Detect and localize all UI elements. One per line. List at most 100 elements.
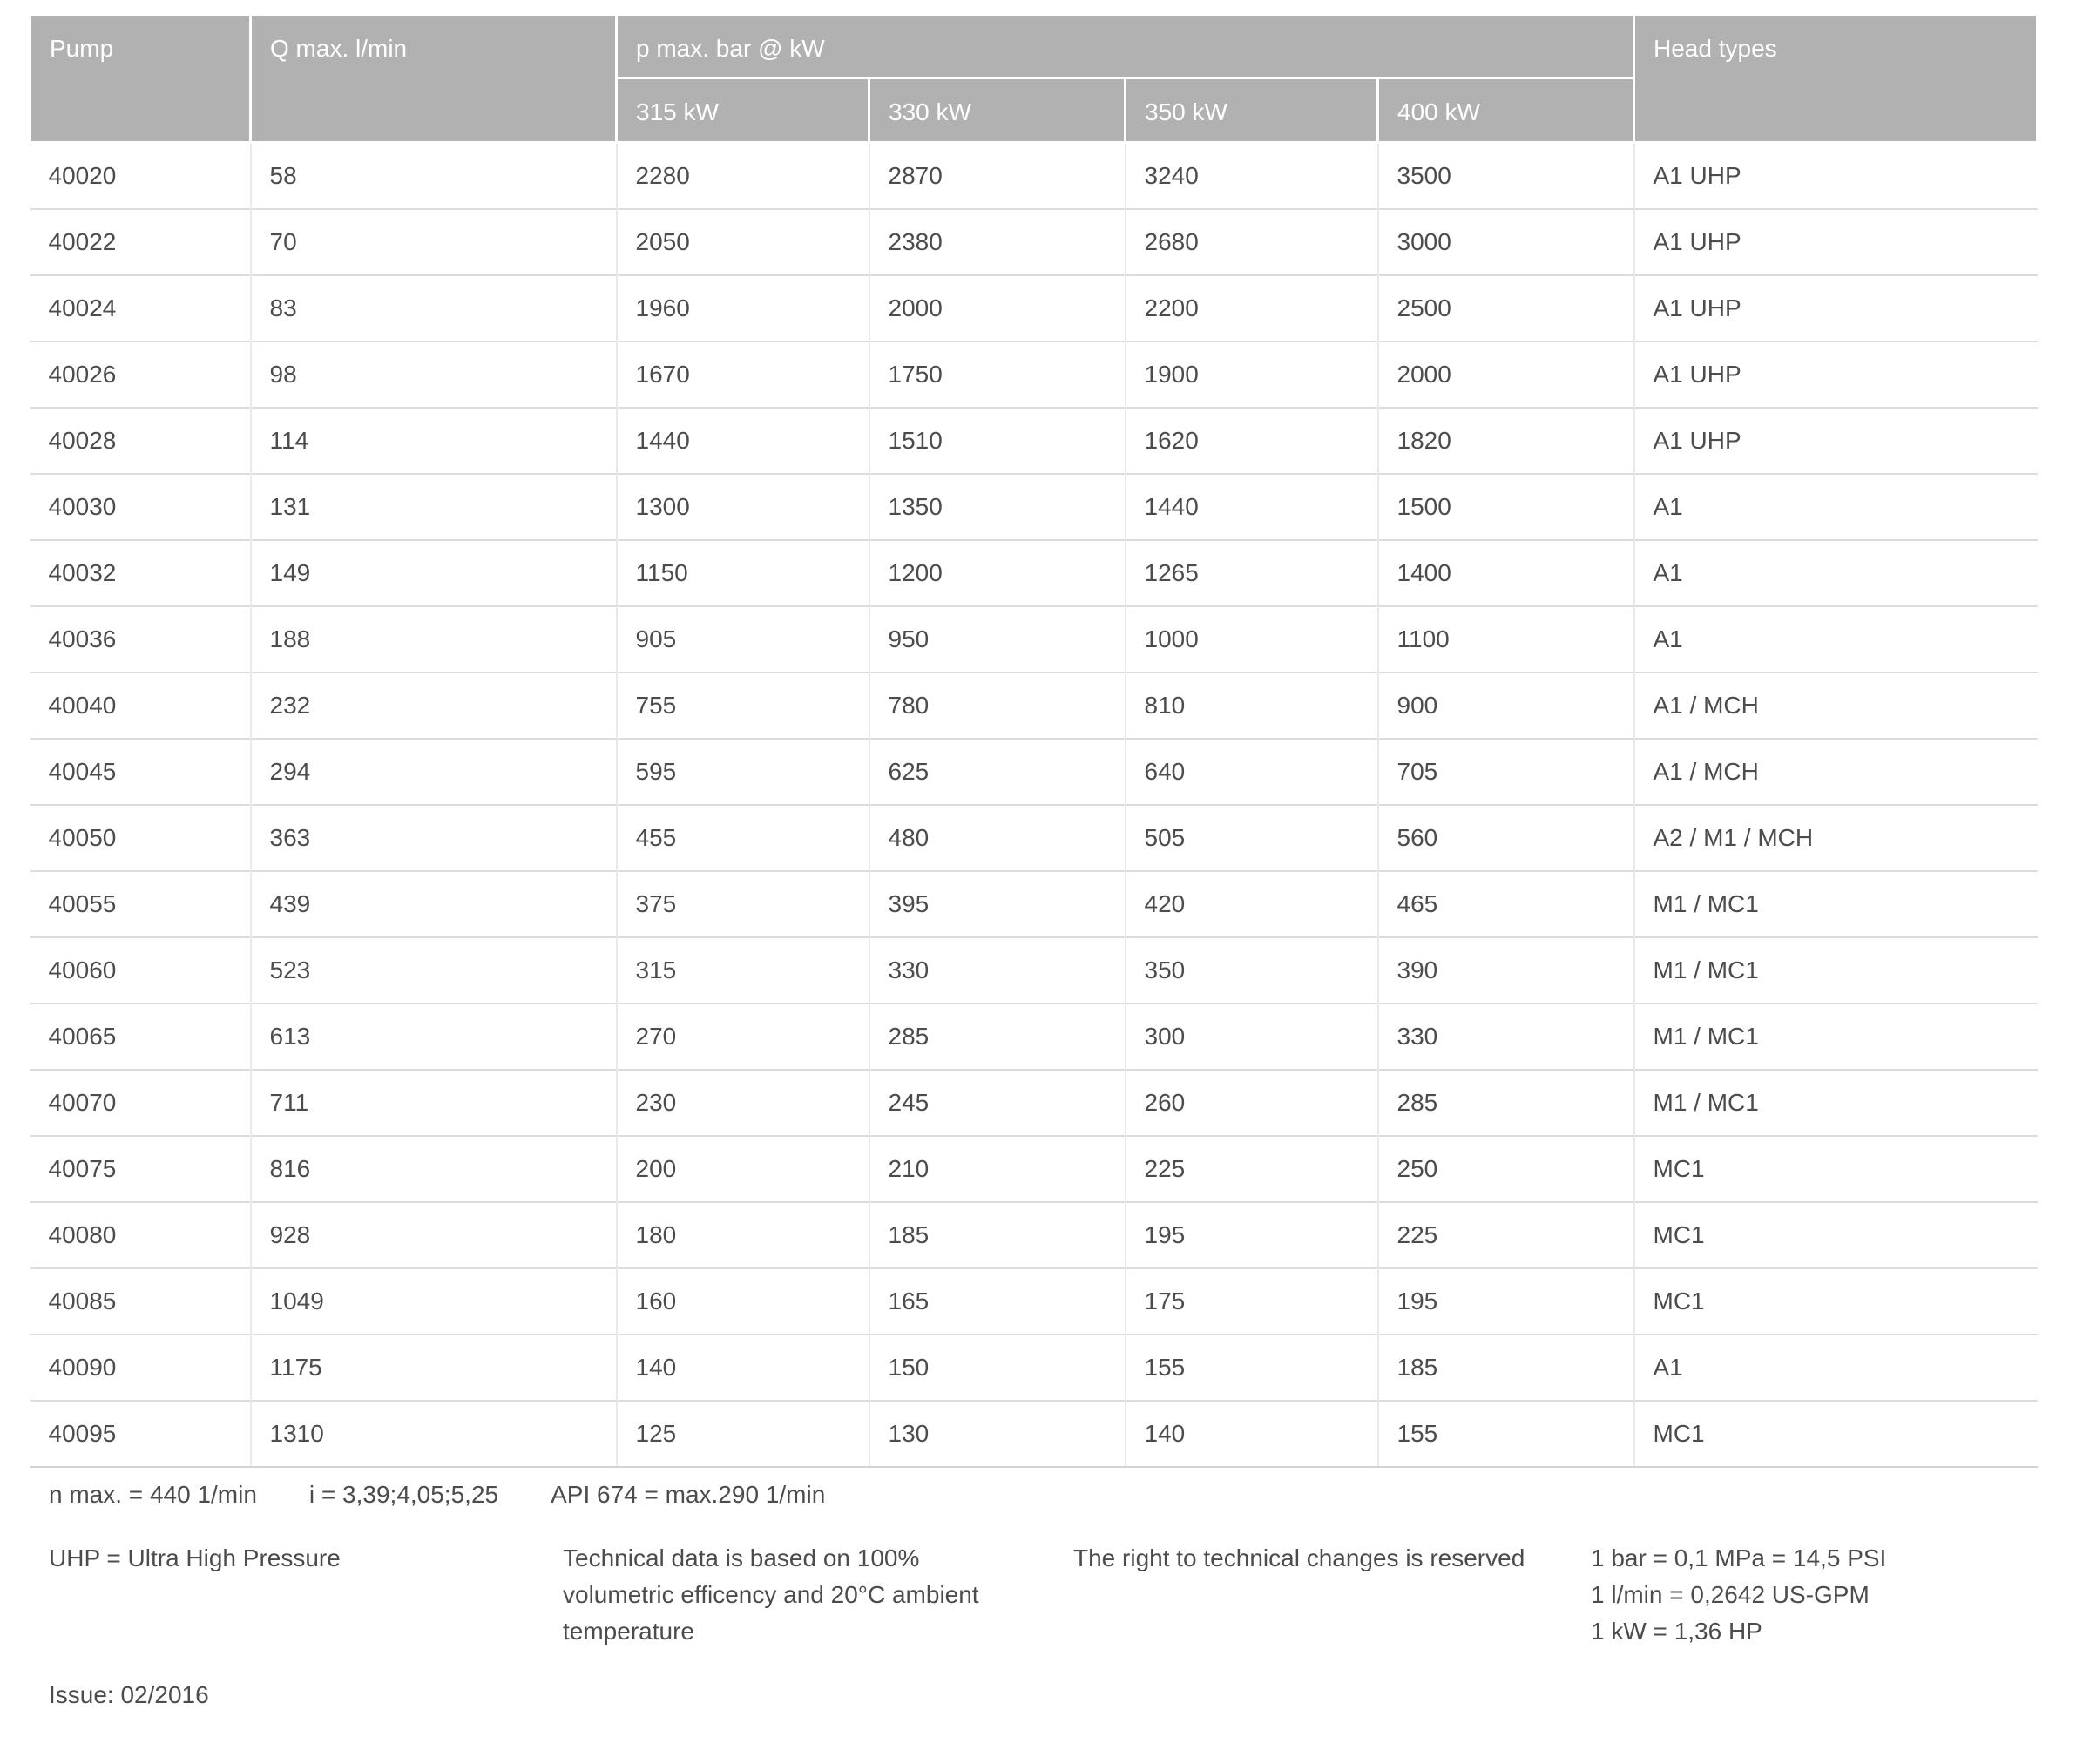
cell-p_400: 1500 <box>1377 472 1635 540</box>
cell-p_330: 285 <box>869 1002 1126 1070</box>
table-row: 40055 439 375 395 420 465 M1 / MC1 <box>30 869 2038 937</box>
cell-p_400: 1820 <box>1377 406 1635 474</box>
cell-pump: 40032 <box>30 538 252 606</box>
cell-q_max: 98 <box>250 340 618 408</box>
cell-p_400: 155 <box>1377 1399 1635 1468</box>
table-row: 40080 928 180 185 195 225 MC1 <box>30 1200 2038 1268</box>
cell-pump: 40080 <box>30 1200 252 1268</box>
cell-head_types: A1 <box>1633 472 2038 540</box>
table-row: 40030 131 1300 1350 1440 1500 A1 <box>30 472 2038 540</box>
cell-q_max: 70 <box>250 207 618 275</box>
cell-p_315: 905 <box>616 605 870 672</box>
cell-p_315: 1300 <box>616 472 870 540</box>
cell-p_330: 150 <box>869 1333 1126 1401</box>
cell-head_types: M1 / MC1 <box>1633 1002 2038 1070</box>
header-kw-350: 350 kW <box>1124 77 1379 144</box>
cell-pump: 40036 <box>30 605 252 672</box>
issue-label: Issue: 02/2016 <box>49 1681 209 1708</box>
header-kw-400: 400 kW <box>1376 77 1635 144</box>
table-header: Pump Q max. l/min p max. bar @ kW Head t… <box>29 13 2039 144</box>
cell-pump: 40030 <box>30 472 252 540</box>
table-row: 40070 711 230 245 260 285 M1 / MC1 <box>30 1068 2038 1136</box>
cell-p_330: 625 <box>869 737 1126 805</box>
pump-specs-table: Pump Q max. l/min p max. bar @ kW Head t… <box>29 13 2039 1468</box>
cell-head_types: M1 / MC1 <box>1633 936 2038 1004</box>
cell-pump: 40075 <box>30 1134 252 1202</box>
cell-p_315: 1150 <box>616 538 870 606</box>
cell-p_350: 140 <box>1125 1399 1379 1468</box>
cell-head_types: MC1 <box>1633 1267 2038 1335</box>
header-kw-315: 315 kW <box>615 77 870 144</box>
cell-head_types: M1 / MC1 <box>1633 869 2038 937</box>
cell-p_400: 465 <box>1377 869 1635 937</box>
cell-pump: 40070 <box>30 1068 252 1136</box>
cell-q_max: 439 <box>250 869 618 937</box>
conversion-kw: 1 kW = 1,36 HP <box>1591 1618 1762 1645</box>
cell-q_max: 711 <box>250 1068 618 1136</box>
cell-pump: 40022 <box>30 207 252 275</box>
cell-head_types: A1 <box>1633 605 2038 672</box>
header-pmax-group: p max. bar @ kW <box>615 13 1635 79</box>
cell-q_max: 1049 <box>250 1267 618 1335</box>
table-row: 40045 294 595 625 640 705 A1 / MCH <box>30 737 2038 805</box>
cell-p_330: 330 <box>869 936 1126 1004</box>
cell-p_315: 1440 <box>616 406 870 474</box>
cell-q_max: 114 <box>250 406 618 474</box>
cell-q_max: 294 <box>250 737 618 805</box>
cell-q_max: 1310 <box>250 1399 618 1468</box>
cell-head_types: A1 UHP <box>1633 340 2038 408</box>
legend-rights-reserved: The right to technical changes is reserv… <box>1073 1544 1525 1571</box>
cell-p_315: 160 <box>616 1267 870 1335</box>
cell-p_315: 455 <box>616 803 870 871</box>
table-row: 40050 363 455 480 505 560 A2 / M1 / MCH <box>30 803 2038 871</box>
cell-p_330: 780 <box>869 671 1126 739</box>
header-row-kw: 315 kW 330 kW 350 kW 400 kW <box>30 77 2038 144</box>
cell-p_400: 1100 <box>1377 605 1635 672</box>
cell-p_315: 125 <box>616 1399 870 1468</box>
table-row: 40036 188 905 950 1000 1100 A1 <box>30 605 2038 672</box>
cell-p_400: 2000 <box>1377 340 1635 408</box>
cell-p_315: 315 <box>616 936 870 1004</box>
cell-pump: 40090 <box>30 1333 252 1401</box>
header-pump: Pump <box>29 13 252 144</box>
cell-head_types: A1 <box>1633 1333 2038 1401</box>
cell-head_types: MC1 <box>1633 1134 2038 1202</box>
cell-pump: 40045 <box>30 737 252 805</box>
cell-p_400: 285 <box>1377 1068 1635 1136</box>
cell-p_350: 350 <box>1125 936 1379 1004</box>
cell-q_max: 188 <box>250 605 618 672</box>
table-row: 40065 613 270 285 300 330 M1 / MC1 <box>30 1002 2038 1070</box>
cell-pump: 40026 <box>30 340 252 408</box>
cell-p_315: 180 <box>616 1200 870 1268</box>
cell-pump: 40050 <box>30 803 252 871</box>
table-row: 40026 98 1670 1750 1900 2000 A1 UHP <box>30 340 2038 408</box>
table-row: 40095 1310 125 130 140 155 MC1 <box>30 1399 2038 1468</box>
conversion-lmin: 1 l/min = 0,2642 US-GPM <box>1591 1581 1870 1608</box>
cell-q_max: 232 <box>250 671 618 739</box>
cell-p_315: 230 <box>616 1068 870 1136</box>
cell-pump: 40065 <box>30 1002 252 1070</box>
note-gear-ratios: i = 3,39;4,05;5,25 <box>308 1481 499 1508</box>
cell-head_types: A2 / M1 / MCH <box>1633 803 2038 871</box>
cell-pump: 40028 <box>30 406 252 474</box>
cell-p_400: 250 <box>1377 1134 1635 1202</box>
legend-uhp: UHP = Ultra High Pressure <box>49 1544 341 1571</box>
cell-q_max: 523 <box>250 936 618 1004</box>
cell-p_315: 2050 <box>616 207 870 275</box>
legend-technical-line-2: volumetric efficency and 20°C ambient <box>563 1581 979 1608</box>
cell-q_max: 1175 <box>250 1333 618 1401</box>
cell-p_400: 705 <box>1377 737 1635 805</box>
cell-p_330: 185 <box>869 1200 1126 1268</box>
cell-pump: 40040 <box>30 671 252 739</box>
cell-p_350: 175 <box>1125 1267 1379 1335</box>
legend-unit-conversions: 1 bar = 0,1 MPa = 14,5 PSI 1 l/min = 0,2… <box>1591 1540 1886 1650</box>
cell-p_400: 185 <box>1377 1333 1635 1401</box>
cell-p_315: 270 <box>616 1002 870 1070</box>
header-kw-330: 330 kW <box>868 77 1126 144</box>
cell-p_350: 505 <box>1125 803 1379 871</box>
note-api674: API 674 = max.290 1/min <box>551 1481 826 1508</box>
cell-p_400: 3500 <box>1377 141 1635 209</box>
cell-pump: 40060 <box>30 936 252 1004</box>
cell-p_330: 950 <box>869 605 1126 672</box>
